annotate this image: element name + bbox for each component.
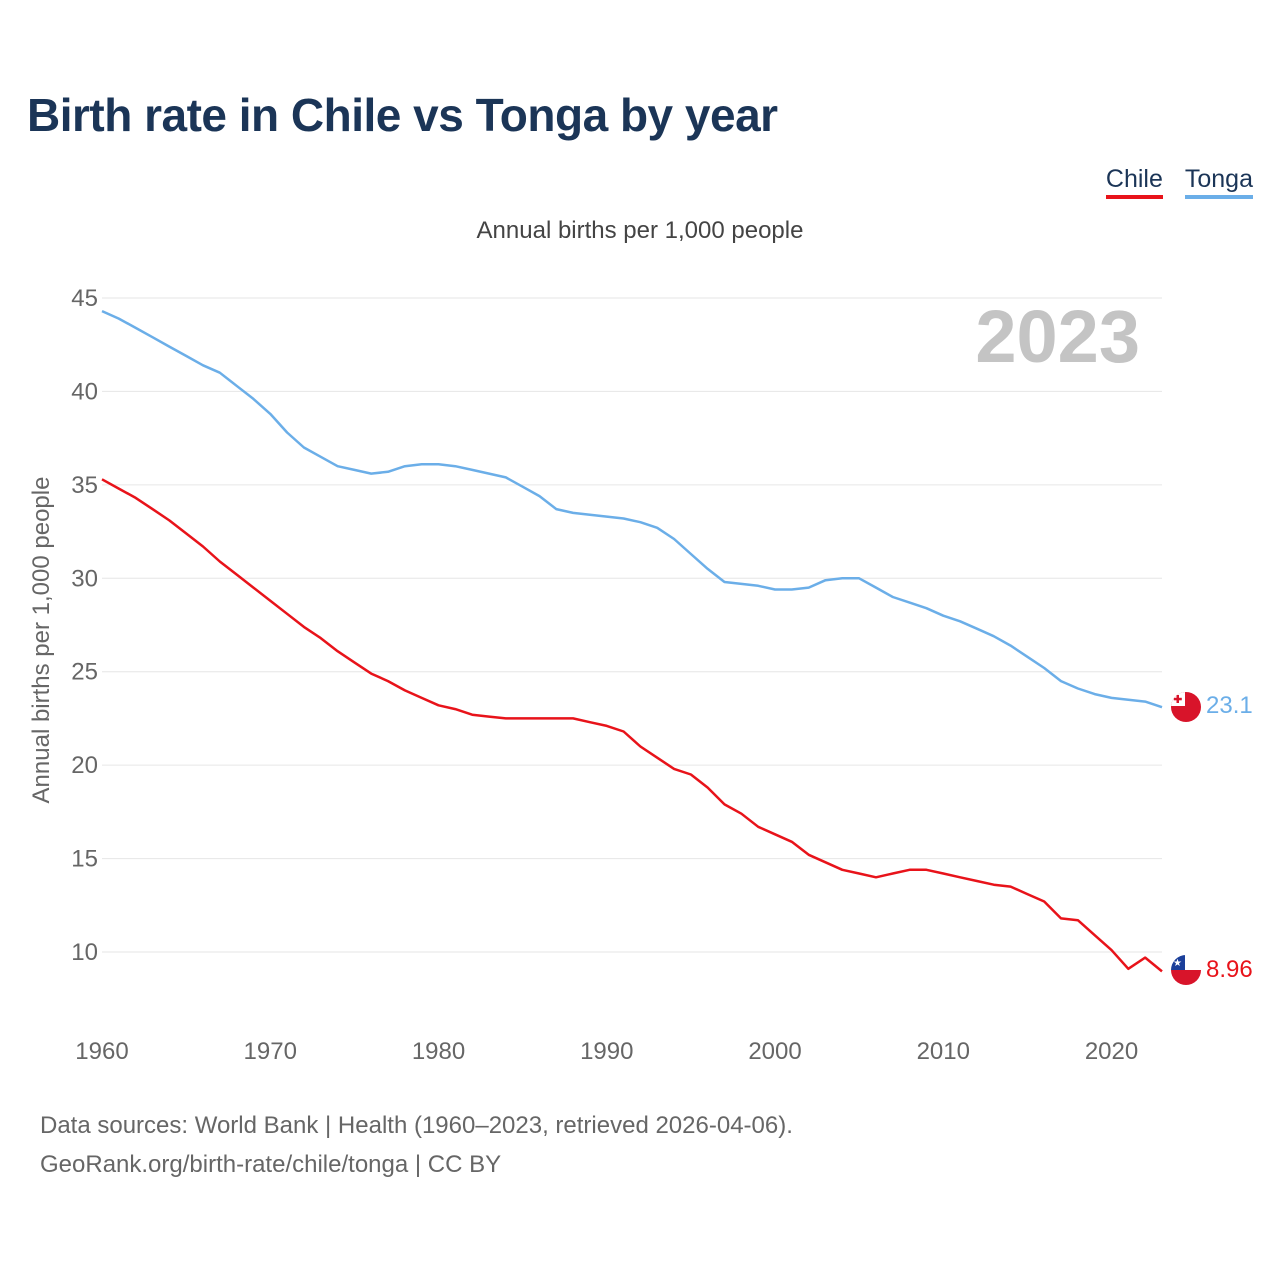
svg-text:★: ★ (1173, 958, 1182, 969)
series-lines (101, 309, 1163, 973)
year-watermark: 2023 (975, 295, 1140, 378)
y-tick-label: 30 (71, 565, 98, 592)
y-tick-label: 45 (71, 285, 98, 312)
legend-item-chile[interactable]: Chile (1105, 165, 1163, 199)
x-tick-label: 2020 (1085, 1038, 1138, 1065)
y-tick-label: 25 (71, 659, 98, 686)
x-tick-label: 2000 (748, 1038, 801, 1065)
y-tick-label: 10 (71, 939, 98, 966)
x-tick-label: 2010 (917, 1038, 970, 1065)
chart-subtitle: Annual births per 1,000 people (476, 217, 804, 244)
line-chart: 10 15 20 25 30 35 40 45 1960 1970 1980 1990 2000 201… (71, 285, 1253, 1065)
y-tick-label: 20 (71, 752, 98, 779)
chile-flag-icon: ★ (1171, 955, 1201, 985)
source-note: Data sources: World Bank | Health (1960–… (40, 1106, 793, 1184)
tonga-end-value: 23.1 (1206, 692, 1253, 719)
x-tick-label: 1980 (412, 1038, 465, 1065)
x-tick-label: 1960 (75, 1038, 128, 1065)
chile-end-value: 8.96 (1206, 956, 1253, 983)
source-line-2[interactable]: GeoRank.org/birth-rate/chile/tonga | CC … (40, 1151, 502, 1178)
legend-item-tonga[interactable]: Tonga (1184, 165, 1253, 199)
x-tick-label: 1990 (580, 1038, 633, 1065)
x-tick-label: 1970 (244, 1038, 297, 1065)
tonga-flag-icon (1171, 692, 1201, 722)
chart-title: Birth rate in Chile vs Tonga by year (27, 89, 778, 141)
source-line-1: Data sources: World Bank | Health (1960–… (40, 1112, 793, 1139)
y-tick-label: 35 (71, 472, 98, 499)
x-tick-labels: 1960 1970 1980 1990 2000 2010 2020 (75, 1038, 1138, 1065)
series-line-tonga[interactable] (101, 309, 1163, 709)
y-tick-label: 15 (71, 846, 98, 873)
series-line-chile[interactable] (101, 478, 1163, 973)
gridlines (102, 297, 1162, 953)
y-tick-label: 40 (71, 378, 98, 405)
legend: Chile Tonga (1105, 165, 1253, 199)
y-tick-labels: 10 15 20 25 30 35 40 45 (71, 285, 98, 966)
